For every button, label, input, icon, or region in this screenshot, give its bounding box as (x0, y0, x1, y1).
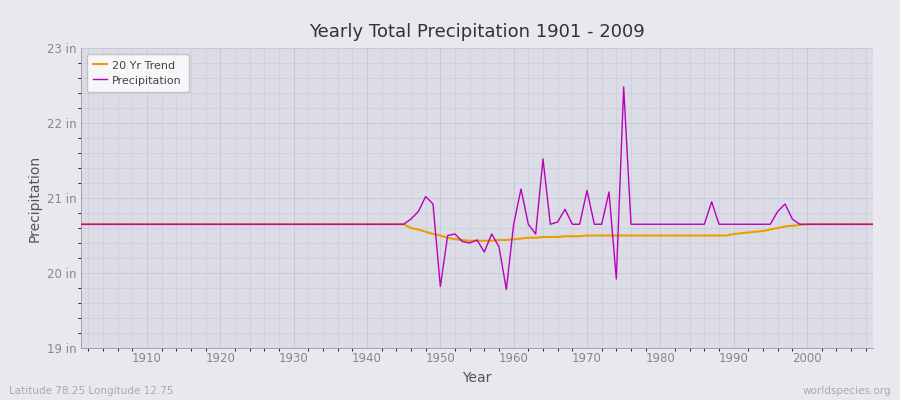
Text: worldspecies.org: worldspecies.org (803, 386, 891, 396)
Line: 20 Yr Trend: 20 Yr Trend (81, 224, 873, 241)
20 Yr Trend (295, 222, 306, 227)
Precipitation (868, 222, 878, 227)
20 Yr Trend (516, 236, 526, 241)
20 Yr Trend (604, 233, 615, 238)
Text: Latitude 78.25 Longitude 12.75: Latitude 78.25 Longitude 12.75 (9, 386, 174, 396)
20 Yr Trend (339, 222, 350, 227)
Precipitation (501, 287, 512, 292)
Precipitation (508, 222, 519, 227)
20 Yr Trend (464, 238, 475, 243)
Line: Precipitation: Precipitation (81, 87, 873, 290)
20 Yr Trend (868, 222, 878, 227)
20 Yr Trend (134, 222, 145, 227)
X-axis label: Year: Year (463, 371, 491, 385)
Precipitation (76, 222, 86, 227)
Precipitation (618, 85, 629, 90)
Y-axis label: Precipitation: Precipitation (28, 154, 41, 242)
Precipitation (516, 186, 526, 192)
Precipitation (604, 190, 615, 194)
Precipitation (339, 222, 350, 227)
Legend: 20 Yr Trend, Precipitation: 20 Yr Trend, Precipitation (86, 54, 188, 92)
20 Yr Trend (76, 222, 86, 227)
Precipitation (295, 222, 306, 227)
Precipitation (134, 222, 145, 227)
20 Yr Trend (508, 237, 519, 242)
Title: Yearly Total Precipitation 1901 - 2009: Yearly Total Precipitation 1901 - 2009 (309, 23, 645, 41)
